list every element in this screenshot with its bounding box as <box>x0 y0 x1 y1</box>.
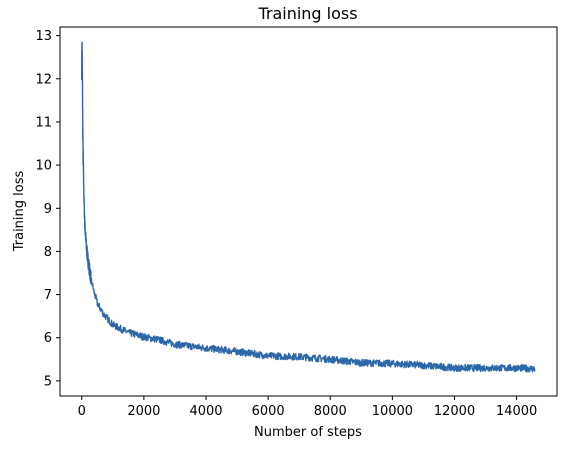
x-axis: 0 2000 4000 6000 8000 10000 12000 14000 <box>78 396 537 419</box>
y-tick-label: 10 <box>35 159 52 174</box>
chart-title: Training loss <box>257 4 357 23</box>
y-tick-label: 5 <box>44 374 52 389</box>
series-line-0 <box>81 41 536 373</box>
x-tick-label: 12000 <box>434 404 475 419</box>
x-tick-label: 10000 <box>372 404 413 419</box>
y-axis: 5 6 7 8 9 10 11 12 13 <box>35 29 60 389</box>
x-axis-label: Number of steps <box>254 425 362 440</box>
y-tick-label: 12 <box>35 72 52 87</box>
y-tick-label: 9 <box>44 202 52 217</box>
y-tick-label: 11 <box>35 115 52 130</box>
y-tick-label: 7 <box>44 288 52 303</box>
plot-frame <box>59 26 558 397</box>
x-tick-label: 14000 <box>496 404 537 419</box>
x-tick-label: 2000 <box>127 404 160 419</box>
y-axis-label: Training loss <box>12 171 27 253</box>
x-tick-label: 6000 <box>252 404 285 419</box>
y-tick-label: 13 <box>35 29 52 44</box>
x-tick-label: 4000 <box>189 404 222 419</box>
plot-area <box>81 41 536 373</box>
y-tick-label: 8 <box>44 245 52 260</box>
x-tick-label: 8000 <box>314 404 347 419</box>
x-tick-label: 0 <box>78 404 86 419</box>
y-tick-label: 6 <box>44 331 52 346</box>
